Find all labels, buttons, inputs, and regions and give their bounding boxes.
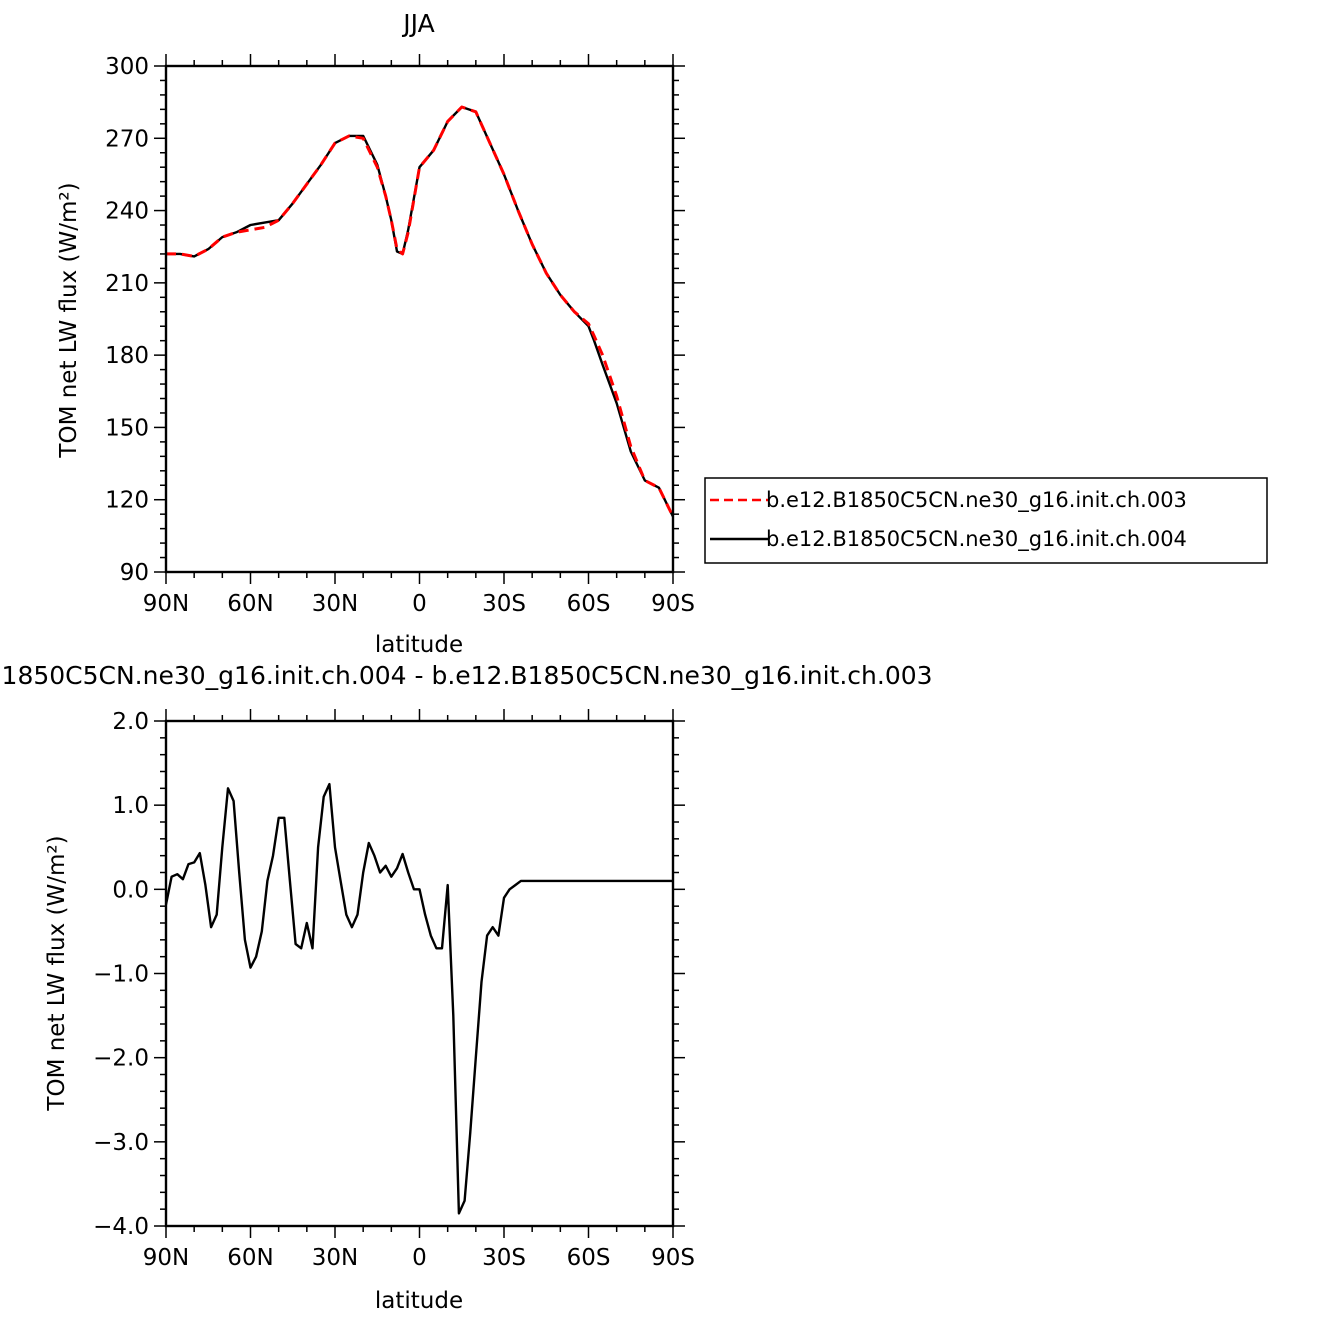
legend-label-ch003: b.e12.B1850C5CN.ne30_g16.init.ch.003 (766, 488, 1187, 513)
top-xtick-label: 0 (412, 591, 427, 617)
legend-label-ch004: b.e12.B1850C5CN.ne30_g16.init.ch.004 (766, 527, 1187, 552)
top-series-line-0 (166, 105, 675, 518)
bottom-ytick-label: −2.0 (93, 1046, 149, 1072)
top-ytick-label: 120 (105, 488, 149, 514)
bottom-ytick-label: −1.0 (93, 962, 149, 988)
bottom-ytick-label: −4.0 (93, 1214, 149, 1240)
bottom-xtick-label: 30S (482, 1245, 526, 1271)
top-ytick-label: 150 (105, 415, 149, 441)
top-ytick-label: 90 (120, 560, 149, 586)
top-xtick-label: 60S (567, 591, 611, 617)
top-xtick-label: 60N (227, 591, 273, 617)
bottom-ytick-label: 1.0 (112, 793, 149, 819)
top-ytick-label: 210 (105, 271, 149, 297)
top-xtick-label: 90N (143, 591, 189, 617)
bottom-ytick-label: −3.0 (93, 1130, 149, 1156)
top-chart-ylabel: TOM net LW flux (W/m²) (56, 182, 82, 458)
bottom-xtick-label: 90N (143, 1245, 189, 1271)
bottom-xtick-label: 60N (227, 1245, 273, 1271)
top-ytick-label: 300 (105, 54, 149, 80)
top-chart-xlabel: latitude (375, 632, 463, 658)
legend: b.e12.B1850C5CN.ne30_g16.init.ch.003 b.e… (704, 477, 1268, 564)
top-frame (164, 64, 675, 574)
bottom-ytick-label: 2.0 (112, 709, 149, 735)
top-ytick-label: 270 (105, 126, 149, 152)
bottom-series-line-0 (164, 782, 673, 1215)
top-xtick-label: 90S (651, 591, 695, 617)
top-ytick-label: 240 (105, 199, 149, 225)
bottom-ytick-label: 0.0 (112, 877, 149, 903)
bottom-xtick-label: 30N (312, 1245, 358, 1271)
bottom-chart-ylabel: TOM net LW flux (W/m²) (44, 835, 70, 1111)
top-chart-title: JJA (401, 9, 434, 38)
top-ytick-label: 180 (105, 343, 149, 369)
bottom-frame (164, 719, 675, 1228)
top-xtick-label: 30S (482, 591, 526, 617)
bottom-plot-area: 90N 60N 30N 0 30S 60S 90S 2.0 1.0 0.0 −1.0 −2.0 −3.0… (93, 709, 695, 1271)
bottom-chart-xlabel: latitude (375, 1288, 463, 1314)
bottom-xtick-label: 0 (412, 1245, 427, 1271)
legend-box (704, 477, 1268, 564)
bottom-xtick-label: 90S (651, 1245, 695, 1271)
bottom-chart-title: b.e12.B1850C5CN.ne30_g16.init.ch.004 - b… (0, 661, 933, 690)
top-series-line-1 (166, 105, 675, 518)
bottom-xtick-label: 60S (567, 1245, 611, 1271)
top-xtick-label: 30N (312, 591, 358, 617)
top-plot-area: 90N 60N 30N 0 30S 60S 90S 90 120 150 180 210 240 270 3… (105, 54, 695, 617)
